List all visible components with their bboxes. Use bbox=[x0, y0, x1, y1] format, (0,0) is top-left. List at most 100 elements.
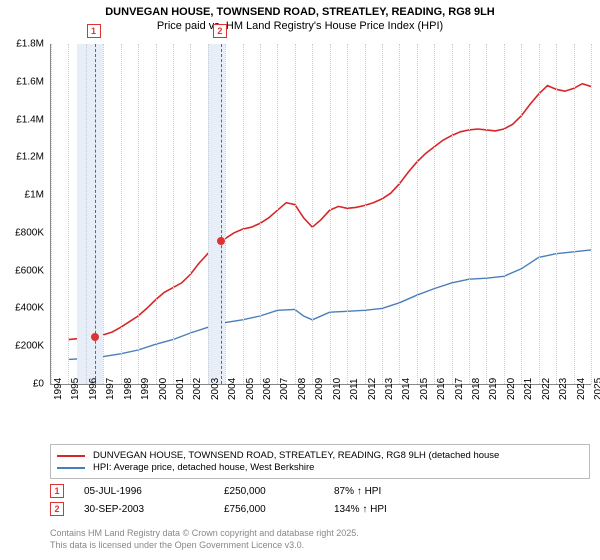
x-axis-label: 2006 bbox=[262, 378, 273, 400]
gridline bbox=[382, 44, 383, 384]
legend-swatch bbox=[57, 467, 85, 469]
x-axis-label: 2018 bbox=[471, 378, 482, 400]
chart-area: 1994199519961997199819992000200120022003… bbox=[50, 44, 590, 404]
x-axis-label: 1994 bbox=[53, 378, 64, 400]
gridline bbox=[591, 44, 592, 384]
gridline bbox=[486, 44, 487, 384]
sale-dot bbox=[217, 237, 225, 245]
x-axis-label: 2014 bbox=[401, 378, 412, 400]
legend-item: HPI: Average price, detached house, West… bbox=[57, 462, 583, 473]
x-axis-label: 2017 bbox=[454, 378, 465, 400]
shaded-band bbox=[208, 44, 225, 384]
y-axis-label: £600K bbox=[15, 265, 44, 276]
x-axis-label: 2015 bbox=[419, 378, 430, 400]
gridline bbox=[469, 44, 470, 384]
sale-vline bbox=[221, 44, 222, 384]
gridline bbox=[225, 44, 226, 384]
x-axis-label: 2025 bbox=[593, 378, 600, 400]
chart-container: DUNVEGAN HOUSE, TOWNSEND ROAD, STREATLEY… bbox=[0, 0, 600, 560]
legend-label: HPI: Average price, detached house, West… bbox=[93, 462, 314, 473]
x-axis-label: 2003 bbox=[210, 378, 221, 400]
line-series-svg bbox=[51, 44, 591, 384]
y-axis-label: £400K bbox=[15, 303, 44, 314]
gridline bbox=[295, 44, 296, 384]
x-axis-label: 2019 bbox=[488, 378, 499, 400]
x-axis-label: 2007 bbox=[279, 378, 290, 400]
gridline bbox=[330, 44, 331, 384]
y-axis-label: £800K bbox=[15, 227, 44, 238]
x-axis-label: 1998 bbox=[123, 378, 134, 400]
x-axis-label: 2023 bbox=[558, 378, 569, 400]
y-axis-label: £200K bbox=[15, 341, 44, 352]
shaded-band bbox=[77, 44, 103, 384]
sale-date: 30-SEP-2003 bbox=[84, 504, 224, 515]
legend-item: DUNVEGAN HOUSE, TOWNSEND ROAD, STREATLEY… bbox=[57, 450, 583, 461]
gridline bbox=[556, 44, 557, 384]
sale-row: 1 05-JUL-1996 £250,000 87% ↑ HPI bbox=[50, 484, 590, 498]
sale-price: £250,000 bbox=[224, 486, 334, 497]
gridline bbox=[277, 44, 278, 384]
gridline bbox=[86, 44, 87, 384]
plot-region bbox=[50, 44, 591, 385]
sale-marker-box: 1 bbox=[87, 24, 101, 38]
y-axis-label: £0 bbox=[33, 379, 44, 390]
y-axis-label: £1.4M bbox=[16, 114, 44, 125]
gridline bbox=[243, 44, 244, 384]
gridline bbox=[208, 44, 209, 384]
y-axis-label: £1.8M bbox=[16, 39, 44, 50]
x-axis-label: 2012 bbox=[367, 378, 378, 400]
gridline bbox=[521, 44, 522, 384]
gridline bbox=[504, 44, 505, 384]
x-axis-label: 2005 bbox=[245, 378, 256, 400]
sale-price: £756,000 bbox=[224, 504, 334, 515]
sale-marker-box: 2 bbox=[213, 24, 227, 38]
chart-title-line1: DUNVEGAN HOUSE, TOWNSEND ROAD, STREATLEY… bbox=[0, 6, 600, 18]
gridline bbox=[452, 44, 453, 384]
x-axis-label: 2001 bbox=[175, 378, 186, 400]
x-axis-label: 2011 bbox=[349, 378, 360, 400]
gridline bbox=[260, 44, 261, 384]
x-axis-label: 2010 bbox=[332, 378, 343, 400]
x-axis-label: 1996 bbox=[88, 378, 99, 400]
x-axis-label: 1999 bbox=[140, 378, 151, 400]
y-axis-label: £1.2M bbox=[16, 152, 44, 163]
gridline bbox=[156, 44, 157, 384]
x-axis-label: 2008 bbox=[297, 378, 308, 400]
gridline bbox=[103, 44, 104, 384]
footer-line1: Contains HM Land Registry data © Crown c… bbox=[50, 528, 359, 540]
gridline bbox=[121, 44, 122, 384]
footer-line2: This data is licensed under the Open Gov… bbox=[50, 540, 359, 552]
sale-date: 05-JUL-1996 bbox=[84, 486, 224, 497]
gridline bbox=[434, 44, 435, 384]
gridline bbox=[347, 44, 348, 384]
x-axis-label: 2016 bbox=[436, 378, 447, 400]
gridline bbox=[68, 44, 69, 384]
x-axis-label: 2004 bbox=[227, 378, 238, 400]
gridline bbox=[365, 44, 366, 384]
gridline bbox=[51, 44, 52, 384]
sale-marker-icon: 2 bbox=[50, 502, 64, 516]
legend-swatch bbox=[57, 455, 85, 457]
sales-table: 1 05-JUL-1996 £250,000 87% ↑ HPI 2 30-SE… bbox=[50, 484, 590, 520]
gridline bbox=[399, 44, 400, 384]
sale-dot bbox=[91, 333, 99, 341]
x-axis-label: 2002 bbox=[192, 378, 203, 400]
gridline bbox=[539, 44, 540, 384]
gridline bbox=[173, 44, 174, 384]
x-axis-label: 1995 bbox=[70, 378, 81, 400]
y-axis-label: £1.6M bbox=[16, 76, 44, 87]
gridline bbox=[417, 44, 418, 384]
x-axis-label: 1997 bbox=[105, 378, 116, 400]
x-axis-label: 2009 bbox=[314, 378, 325, 400]
x-axis-label: 2013 bbox=[384, 378, 395, 400]
footer-attribution: Contains HM Land Registry data © Crown c… bbox=[50, 528, 359, 551]
y-axis-label: £1M bbox=[25, 190, 44, 201]
x-axis-label: 2021 bbox=[523, 378, 534, 400]
gridline bbox=[312, 44, 313, 384]
x-axis-label: 2022 bbox=[541, 378, 552, 400]
x-axis-label: 2020 bbox=[506, 378, 517, 400]
gridline bbox=[574, 44, 575, 384]
gridline bbox=[138, 44, 139, 384]
legend: DUNVEGAN HOUSE, TOWNSEND ROAD, STREATLEY… bbox=[50, 444, 590, 479]
sale-hpi: 87% ↑ HPI bbox=[334, 486, 444, 497]
